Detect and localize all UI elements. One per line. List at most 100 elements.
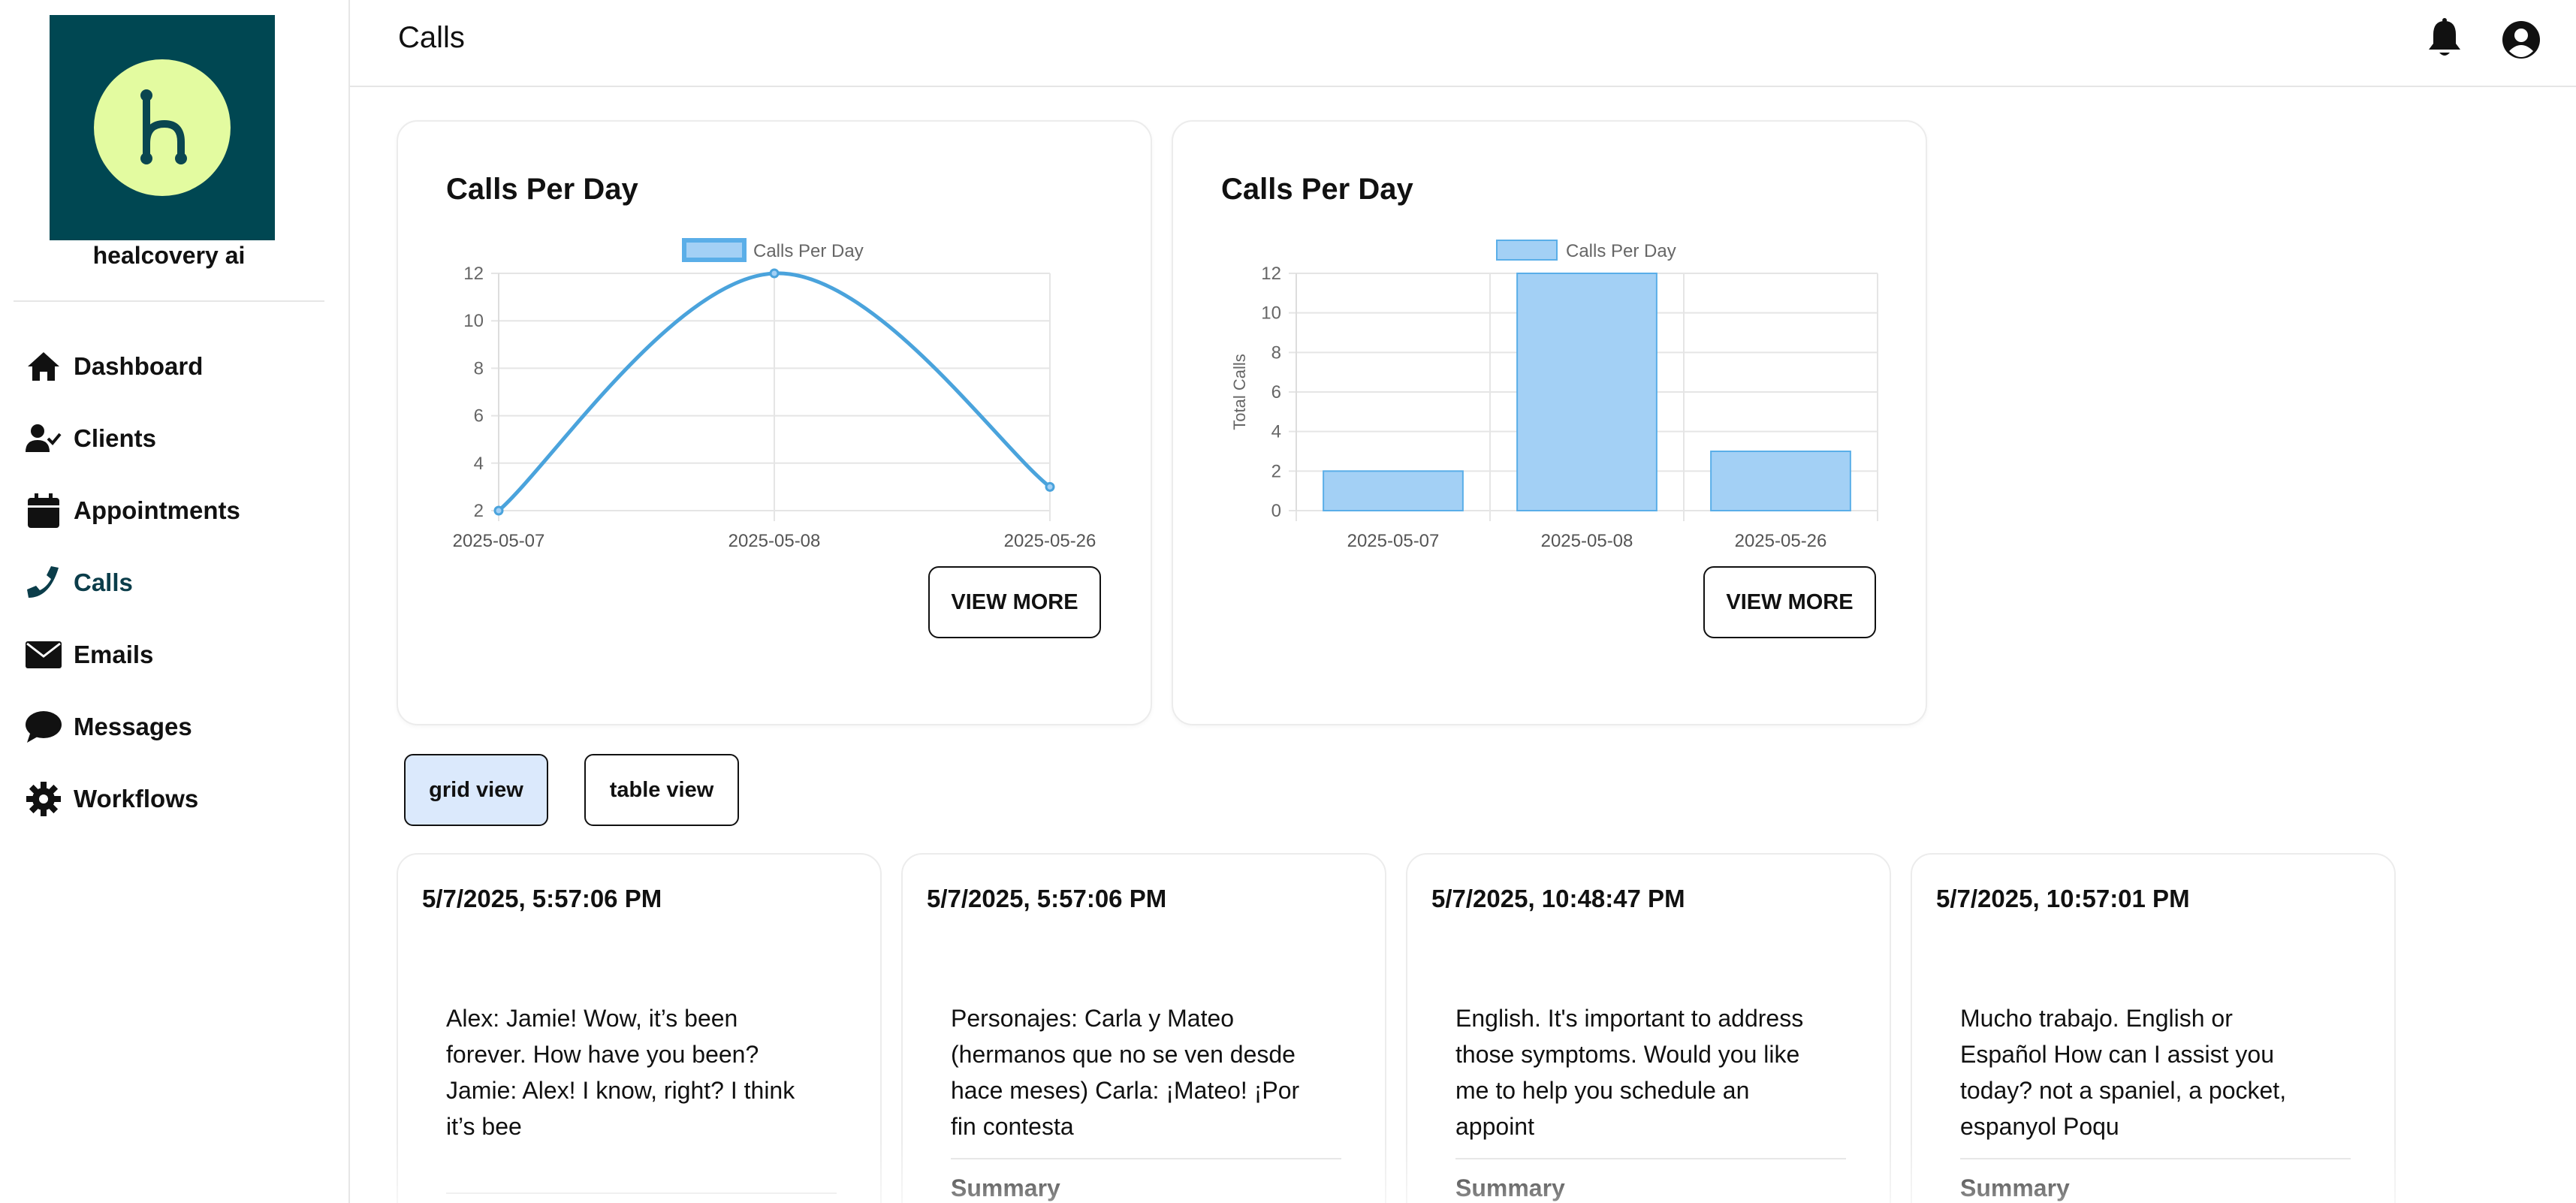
legend-swatch [1496, 240, 1558, 261]
view-more-button[interactable]: VIEW MORE [928, 566, 1101, 638]
chart-title: Calls Per Day [446, 173, 638, 206]
sidebar-item-label: Workflows [74, 785, 199, 813]
x-tick-label: 2025-05-07 [1347, 531, 1440, 551]
call-divider [1960, 1158, 2351, 1159]
call-summary-heading: Summary [1960, 1174, 2070, 1201]
sidebar-item-clients[interactable]: Clients [26, 403, 240, 475]
call-transcript: Personajes: Carla y Mateo (hermanos que … [951, 1000, 1356, 1144]
sidebar: healcovery ai Dashboard Clients Appointm… [0, 0, 350, 1203]
legend-label: Calls Per Day [753, 241, 864, 261]
legend-label: Calls Per Day [1566, 241, 1676, 261]
bar [1323, 470, 1464, 512]
chat-bubble-icon [26, 709, 62, 745]
call-timestamp: 5/7/2025, 5:57:06 PM [927, 885, 1167, 912]
page-title: Calls [398, 21, 465, 54]
user-check-icon [26, 421, 62, 457]
y-tick-label: 2 [1271, 461, 1281, 481]
sidebar-divider [14, 300, 324, 302]
call-card[interactable]: 5/7/2025, 5:57:06 PM Alex: Jamie! Wow, i… [397, 853, 882, 1203]
call-card[interactable]: 5/7/2025, 10:48:47 PM English. It's impo… [1406, 853, 1891, 1203]
bar [1516, 273, 1658, 511]
sidebar-item-label: Clients [74, 424, 157, 452]
logo-circle [94, 59, 231, 196]
sidebar-item-label: Appointments [74, 496, 240, 524]
y-tick-label: 10 [463, 311, 484, 331]
envelope-icon [26, 637, 62, 673]
legend-swatch [682, 238, 747, 262]
y-tick-label: 6 [1271, 382, 1281, 403]
line-chart-card: Calls Per Day Calls Per Day 2 4 6 8 10 12 2025-… [397, 120, 1152, 725]
transcript-line: fin contesta [951, 1113, 1074, 1140]
sidebar-nav: Dashboard Clients Appointments Calls Ema… [26, 330, 240, 835]
transcript-line: Mucho trabajo. English or [1960, 1005, 2233, 1032]
bar-chart-card: Calls Per Day Calls Per Day 0 2 4 6 8 10 12 2025… [1172, 120, 1927, 725]
call-transcript: Alex: Jamie! Wow, it’s been forever. How… [446, 1000, 852, 1144]
y-tick-label: 6 [474, 406, 484, 427]
sidebar-item-label: Calls [74, 568, 133, 596]
data-point [769, 268, 780, 279]
top-header: Calls [350, 0, 2576, 87]
sidebar-item-appointments[interactable]: Appointments [26, 475, 240, 547]
grid-view-button[interactable]: grid view [404, 754, 548, 826]
gear-icon [26, 781, 62, 817]
call-transcript: Mucho trabajo. English or Español How ca… [1960, 1000, 2366, 1144]
y-tick-label: 4 [474, 454, 484, 474]
brand-logo[interactable] [50, 15, 275, 240]
sidebar-item-calls[interactable]: Calls [26, 547, 240, 619]
y-tick-label: 4 [1271, 422, 1281, 442]
transcript-line: English. It's important to address [1455, 1005, 1804, 1032]
chart-title: Calls Per Day [1221, 173, 1413, 206]
y-tick-label: 8 [1271, 342, 1281, 363]
transcript-line: hace meses) Carla: ¡Mateo! ¡Por [951, 1077, 1300, 1104]
y-tick-label: 12 [463, 264, 484, 284]
call-transcript: English. It's important to address those… [1455, 1000, 1861, 1144]
phone-icon [26, 565, 62, 601]
calendar-icon [26, 493, 62, 529]
x-tick-label: 2025-05-26 [1735, 531, 1827, 551]
transcript-line: those symptoms. Would you like [1455, 1041, 1800, 1068]
bar-chart: Calls Per Day 0 2 4 6 8 10 12 2025-05-07 2025-05-… [1230, 240, 1878, 551]
sidebar-item-dashboard[interactable]: Dashboard [26, 330, 240, 403]
x-tick-label: 2025-05-26 [1004, 531, 1096, 551]
call-card[interactable]: 5/7/2025, 5:57:06 PM Personajes: Carla y… [901, 853, 1386, 1203]
call-divider [1455, 1158, 1846, 1159]
transcript-line: forever. How have you been? [446, 1041, 759, 1068]
y-tick-label: 10 [1261, 303, 1281, 324]
transcript-line: me to help you schedule an [1455, 1077, 1750, 1104]
sidebar-item-messages[interactable]: Messages [26, 691, 240, 763]
x-tick-label: 2025-05-08 [728, 531, 821, 551]
view-more-button[interactable]: VIEW MORE [1703, 566, 1876, 638]
transcript-line: Jamie: Alex! I know, right? I think [446, 1077, 795, 1104]
sidebar-item-emails[interactable]: Emails [26, 619, 240, 691]
sidebar-item-label: Messages [74, 713, 192, 740]
transcript-line: espanyol Poqu [1960, 1113, 2119, 1140]
logo-h-glyph [140, 89, 187, 164]
call-card[interactable]: 5/7/2025, 10:57:01 PM Mucho trabajo. Eng… [1911, 853, 2396, 1203]
transcript-line: appoint [1455, 1113, 1534, 1140]
transcript-line: today? not a spaniel, a pocket, [1960, 1077, 2287, 1104]
y-axis-title: Total Calls [1230, 354, 1249, 430]
y-tick-label: 8 [474, 358, 484, 378]
call-divider [951, 1158, 1341, 1159]
transcript-line: Personajes: Carla y Mateo [951, 1005, 1235, 1032]
data-point [1045, 481, 1055, 492]
x-tick-label: 2025-05-07 [453, 531, 545, 551]
call-timestamp: 5/7/2025, 5:57:06 PM [422, 885, 662, 912]
data-point [493, 505, 504, 516]
bell-icon[interactable] [2423, 17, 2466, 60]
sidebar-item-label: Emails [74, 641, 154, 668]
account-circle-icon[interactable] [2501, 20, 2541, 60]
x-tick-label: 2025-05-08 [1541, 531, 1633, 551]
call-timestamp: 5/7/2025, 10:48:47 PM [1431, 885, 1685, 912]
sidebar-item-workflows[interactable]: Workflows [26, 763, 240, 835]
transcript-line: (hermanos que no se ven desde [951, 1041, 1296, 1068]
transcript-line: Alex: Jamie! Wow, it’s been [446, 1005, 738, 1032]
y-tick-label: 2 [474, 501, 484, 521]
y-tick-label: 0 [1271, 501, 1281, 521]
y-tick-label: 12 [1261, 264, 1281, 284]
call-timestamp: 5/7/2025, 10:57:01 PM [1936, 885, 2190, 912]
call-summary-heading: Summary [1455, 1174, 1565, 1201]
call-divider [446, 1192, 837, 1194]
brand-name: healcovery ai [92, 242, 246, 269]
table-view-button[interactable]: table view [584, 754, 739, 826]
